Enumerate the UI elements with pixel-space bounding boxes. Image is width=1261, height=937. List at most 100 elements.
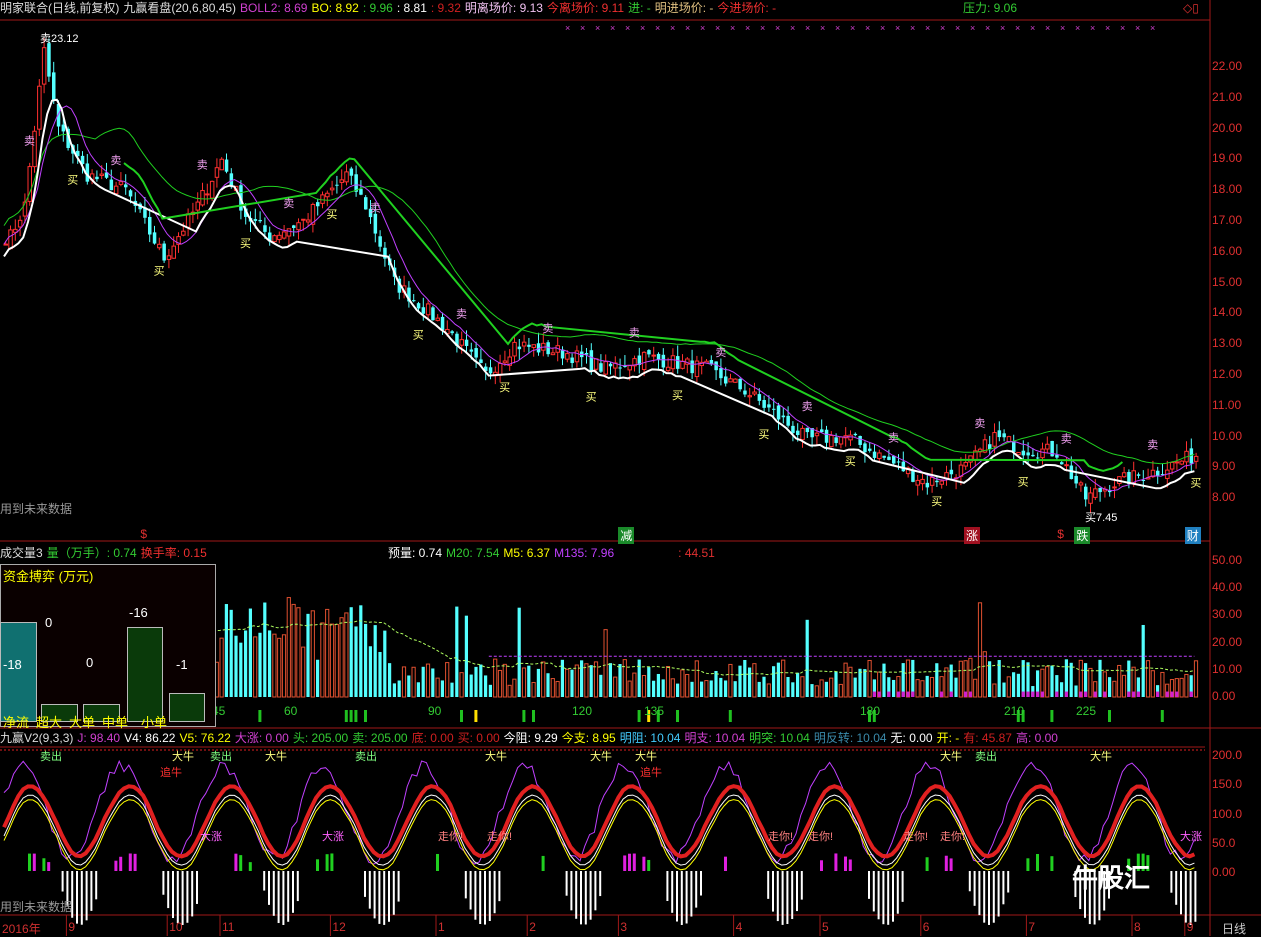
histogram-bar-pos	[47, 862, 51, 871]
volume-bar	[748, 667, 752, 697]
volume-bar	[1036, 670, 1040, 697]
indicator-axis-label: 0.00	[1212, 865, 1236, 879]
histogram-bar-pos	[248, 862, 252, 871]
volume-bar	[401, 666, 407, 698]
indicator-axis-label: 150.0	[1212, 777, 1243, 792]
indicator-tag: 大涨	[322, 829, 344, 843]
histogram-bar-neg	[968, 871, 971, 892]
sell-signal: 卖	[456, 308, 467, 321]
histogram-bar-pos	[239, 855, 243, 871]
indicator-header: 九赢V2(9,3,3) J: 98.40 V4: 86.22 V5: 76.22 大涨:…	[0, 730, 1062, 746]
histogram-bar-neg	[973, 871, 976, 906]
ind-tou: 头: 205.00	[292, 731, 349, 745]
indicator-axis-label: 200.0	[1212, 748, 1243, 762]
candle-body	[397, 278, 402, 293]
indicator-tag: 大牛	[172, 749, 194, 763]
candle-body	[512, 341, 517, 357]
ind-mingfz: 明反转: 10.04	[813, 731, 887, 745]
candle-body	[536, 343, 541, 353]
volume-bar	[239, 642, 243, 697]
candle-body	[665, 366, 671, 372]
volume-bar	[435, 677, 440, 698]
histogram-bar-neg	[565, 871, 568, 896]
volume-axis-label: 20.00	[1212, 634, 1243, 649]
volume-bar	[474, 666, 478, 697]
candle-body	[1112, 486, 1117, 489]
month-label: 7	[1028, 920, 1036, 934]
price-axis-label: 11.00	[1212, 397, 1242, 412]
histogram-bar-pos	[949, 858, 953, 871]
histogram-bar-neg	[397, 871, 400, 902]
signal-bar	[474, 710, 478, 722]
period-label[interactable]: 日线	[1222, 922, 1247, 936]
candle-body	[1179, 460, 1184, 465]
fund-bar-medium	[127, 627, 163, 722]
volume-bar	[388, 663, 392, 697]
volume-bar	[484, 675, 488, 697]
histogram-bar-neg	[80, 871, 83, 925]
volume-bar	[425, 663, 431, 698]
indicator-tag: 走你!	[903, 830, 928, 843]
window-toggle-icon[interactable]: ◇▯	[1183, 1, 1199, 15]
candle-body	[877, 452, 882, 459]
candle-body	[905, 467, 911, 475]
histogram-bar-pos	[848, 859, 852, 871]
candle-body	[1160, 474, 1165, 476]
volume-bar	[838, 683, 843, 698]
buy-signal: 买	[67, 174, 78, 187]
indicator-tag: 追牛	[160, 765, 182, 779]
candle-body	[724, 376, 728, 384]
histogram-bar-neg	[896, 871, 899, 914]
signal-bar	[1016, 710, 1020, 722]
bo2: : 9.96	[362, 1, 393, 15]
indicator-tag: 走你!	[487, 830, 512, 843]
candle-body	[1084, 486, 1088, 500]
volume-bar	[738, 665, 742, 697]
candle-body	[219, 158, 224, 171]
volume-magenta	[949, 691, 953, 697]
volume-bar	[680, 669, 685, 698]
signal-bar	[637, 710, 641, 722]
volume-axis-label: 0.00	[1212, 689, 1236, 703]
volume-bar	[272, 633, 277, 698]
signal-bar	[728, 710, 732, 722]
volume-magenta	[1064, 691, 1068, 697]
indicator-tag: 卖出	[40, 749, 62, 763]
x-marker: ×	[1120, 23, 1125, 33]
histogram-bar-pos	[647, 859, 651, 871]
volume-bar	[316, 659, 320, 697]
volume-bar	[1055, 675, 1059, 697]
indicator-tag: 走你!	[438, 830, 463, 843]
bar-count-label: 90	[428, 704, 442, 718]
candle-body	[939, 480, 944, 485]
histogram-bar-pos	[133, 853, 137, 871]
sell-signal: 卖	[197, 159, 208, 172]
candle-body	[1016, 451, 1021, 456]
volume-bar	[599, 674, 603, 697]
volume-bar	[949, 664, 953, 697]
volume-bar	[229, 609, 233, 697]
fund-label-large: 大单	[69, 715, 96, 730]
volume-bar	[531, 681, 536, 698]
volume-bar	[354, 626, 358, 697]
candle-body	[641, 351, 647, 370]
candle-body	[359, 189, 363, 195]
candle-body	[335, 184, 339, 186]
buy-signal: 买	[240, 237, 251, 250]
candle-body	[584, 352, 589, 355]
candle-body	[517, 346, 522, 350]
fund-value-net: -18	[3, 657, 22, 672]
volume-bar	[411, 666, 416, 698]
volume-bar	[652, 680, 656, 697]
histogram-bar-neg	[978, 871, 981, 916]
histogram-bar-pos	[28, 853, 31, 871]
volume-bar	[1021, 660, 1025, 697]
candle-body	[603, 361, 608, 375]
x-marker: ×	[730, 23, 735, 33]
volume-bar	[661, 679, 665, 697]
volume-bar	[383, 630, 387, 697]
candle-body	[1012, 440, 1016, 452]
x-marker: ×	[655, 23, 660, 33]
candle-body	[546, 342, 550, 355]
buy-signal: 买	[413, 328, 424, 341]
